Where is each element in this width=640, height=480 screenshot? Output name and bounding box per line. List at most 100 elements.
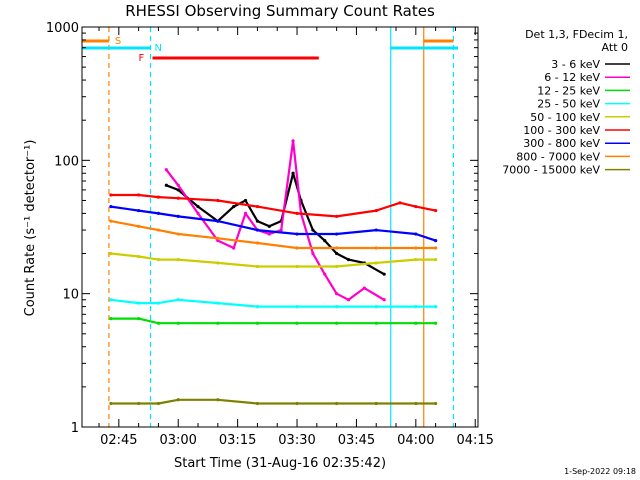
data-point-12-25-kev	[374, 321, 378, 325]
data-point-100-300-kev	[434, 208, 438, 213]
data-point-6-12-kev	[216, 239, 220, 243]
data-point-25-50-kev	[109, 298, 113, 302]
data-point-6-12-kev	[382, 298, 386, 302]
x-tick-label: 04:15	[456, 433, 493, 448]
data-point-6-12-kev	[311, 251, 315, 256]
data-point-6-12-kev	[243, 211, 248, 215]
data-point-3-6-kev	[176, 188, 180, 192]
data-point-7000-15000-kev	[255, 401, 260, 406]
data-point-100-300-kev	[255, 204, 260, 209]
data-point-6-12-kev	[232, 246, 236, 250]
y-tick-label: 100	[54, 154, 79, 169]
series-line-3-6-kev	[165, 172, 385, 276]
data-point-50-100-kev	[434, 258, 438, 262]
legend-label-7000-15000-kev: 7000 - 15000 keV	[502, 164, 600, 177]
data-point-3-6-kev	[255, 219, 260, 223]
data-point-3-6-kev	[323, 239, 327, 243]
chart-title: RHESSI Observing Summary Count Rates	[125, 2, 435, 20]
data-point-50-100-kev	[255, 264, 260, 269]
data-point-3-6-kev	[196, 204, 200, 209]
data-point-12-25-kev	[255, 321, 260, 325]
data-point-25-50-kev	[295, 304, 299, 309]
data-point-12-25-kev	[137, 317, 141, 321]
data-point-800-7000-kev	[335, 246, 339, 250]
y-tick-label: 1	[71, 421, 79, 436]
data-point-800-7000-kev	[176, 232, 180, 236]
data-point-7000-15000-kev	[434, 401, 438, 406]
legend-header-line-1: Det 1,3, FDecim 1,	[525, 28, 628, 41]
legend-label-25-50-kev: 25 - 50 keV	[537, 98, 600, 111]
data-point-50-100-kev	[109, 251, 113, 256]
data-point-25-50-kev	[176, 298, 180, 302]
data-point-100-300-kev	[216, 198, 220, 203]
legend-label-6-12-kev: 6 - 12 keV	[544, 71, 600, 84]
x-axis-label: Start Time (31-Aug-16 02:35:42)	[174, 456, 386, 471]
data-point-3-6-kev	[382, 272, 386, 276]
y-tick-label: 1000	[46, 21, 79, 36]
data-point-50-100-kev	[137, 254, 141, 259]
data-point-50-100-kev	[335, 264, 339, 269]
data-point-7000-15000-kev	[137, 401, 141, 406]
data-point-3-6-kev	[335, 251, 339, 256]
x-tick-label: 03:15	[219, 433, 256, 448]
data-point-25-50-kev	[374, 304, 378, 309]
data-point-300-800-kev	[414, 232, 418, 236]
data-point-7000-15000-kev	[156, 401, 161, 406]
x-tick-label: 03:30	[278, 433, 315, 448]
data-point-7000-15000-kev	[176, 398, 180, 402]
data-point-800-7000-kev	[255, 241, 260, 245]
data-point-50-100-kev	[295, 264, 299, 269]
x-tick-label: 03:45	[338, 433, 375, 448]
series-line-100-300-kev	[110, 193, 436, 218]
data-point-300-800-kev	[216, 219, 220, 223]
legend-label-3-6-kev: 3 - 6 keV	[551, 58, 600, 71]
data-point-100-300-kev	[398, 201, 402, 205]
data-point-300-800-kev	[295, 232, 299, 236]
data-point-300-800-kev	[137, 208, 141, 213]
data-point-50-100-kev	[374, 261, 378, 265]
data-point-3-6-kev	[243, 198, 248, 203]
data-point-12-25-kev	[109, 317, 113, 321]
legend-label-300-800-kev: 300 - 800 keV	[523, 137, 600, 150]
data-point-7000-15000-kev	[335, 401, 339, 406]
data-point-25-50-kev	[414, 304, 418, 309]
data-point-100-300-kev	[414, 204, 418, 209]
x-tick-label: 04:00	[397, 433, 434, 448]
data-point-25-50-kev	[216, 301, 220, 305]
data-point-6-12-kev	[291, 139, 295, 143]
data-point-12-25-kev	[216, 321, 220, 325]
data-point-7000-15000-kev	[295, 401, 299, 406]
data-point-100-300-kev	[374, 208, 378, 213]
data-point-25-50-kev	[434, 304, 438, 309]
y-axis-label: Count Rate (s⁻¹ detector⁻¹)	[23, 140, 38, 317]
data-point-12-25-kev	[176, 321, 180, 325]
data-point-300-800-kev	[335, 232, 339, 236]
x-tick-label: 03:00	[159, 433, 196, 448]
data-point-6-12-kev	[176, 183, 180, 187]
data-point-300-800-kev	[255, 228, 260, 232]
data-point-25-50-kev	[255, 304, 260, 309]
flag-label-n: N	[155, 43, 162, 54]
data-point-100-300-kev	[335, 214, 339, 218]
data-point-300-800-kev	[374, 228, 378, 232]
data-point-50-100-kev	[216, 261, 220, 265]
y-tick-label: 10	[62, 288, 79, 303]
data-point-7000-15000-kev	[216, 398, 220, 402]
data-point-100-300-kev	[156, 195, 161, 199]
data-point-12-25-kev	[295, 321, 299, 325]
data-point-100-300-kev	[295, 211, 299, 215]
data-point-800-7000-kev	[216, 236, 220, 240]
data-point-25-50-kev	[156, 301, 161, 305]
data-point-800-7000-kev	[137, 224, 141, 228]
data-point-800-7000-kev	[374, 246, 378, 250]
generation-timestamp: 1-Sep-2022 09:18	[564, 467, 636, 476]
data-point-50-100-kev	[414, 258, 418, 262]
data-point-800-7000-kev	[109, 219, 113, 223]
plot-frame	[81, 26, 479, 428]
data-point-3-6-kev	[164, 183, 168, 187]
data-point-7000-15000-kev	[374, 401, 378, 406]
data-point-12-25-kev	[434, 321, 438, 325]
data-point-25-50-kev	[335, 304, 339, 309]
